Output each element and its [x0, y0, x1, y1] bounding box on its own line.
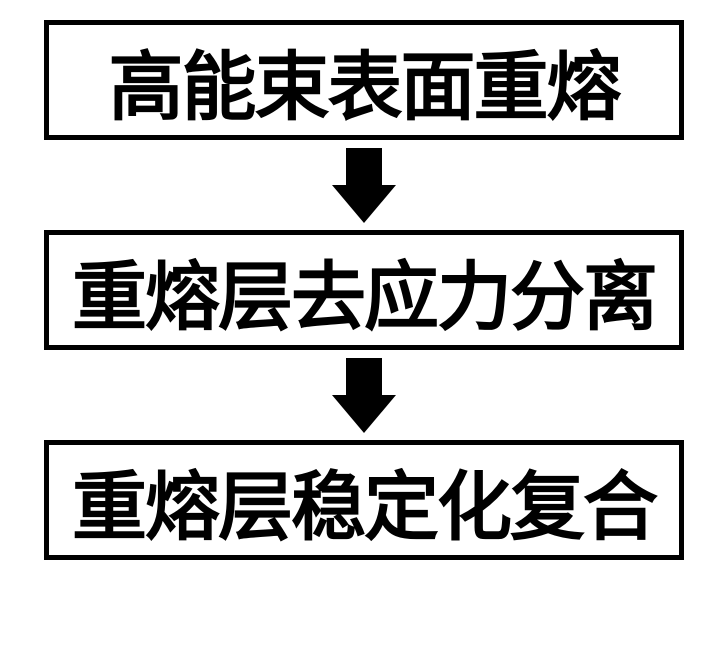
arrow-2-to-3 [332, 350, 397, 440]
step-1-label: 高能束表面重熔 [108, 26, 619, 135]
down-arrow-icon [332, 358, 397, 433]
step-3-label: 重熔层稳定化复合 [72, 446, 656, 555]
down-arrow-icon [332, 148, 397, 223]
arrow-1-to-2 [332, 140, 397, 230]
flowchart-step-2: 重熔层去应力分离 [44, 230, 684, 350]
step-2-label: 重熔层去应力分离 [72, 236, 656, 345]
flowchart-step-1: 高能束表面重熔 [44, 20, 684, 140]
flowchart-step-3: 重熔层稳定化复合 [44, 440, 684, 560]
